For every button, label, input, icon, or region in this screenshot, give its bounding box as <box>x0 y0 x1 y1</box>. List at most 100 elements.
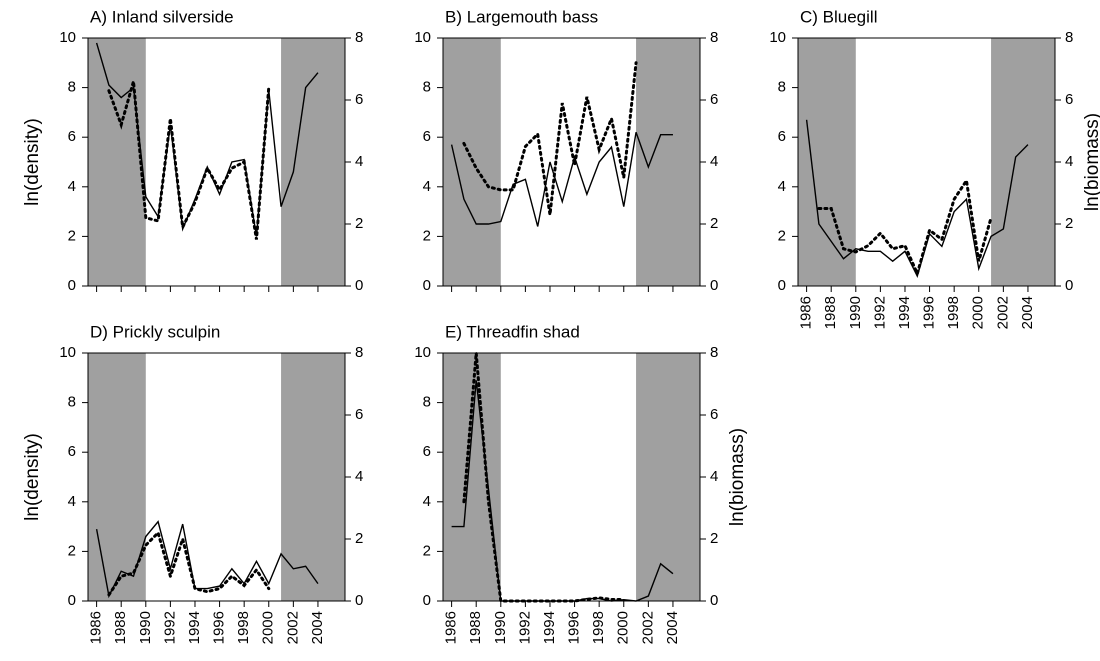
x-tick-label: 2000 <box>615 611 632 644</box>
y-tick-label: 10 <box>414 344 431 361</box>
y2-tick-label: 2 <box>1065 215 1073 232</box>
x-tick-label: 2004 <box>1019 296 1036 329</box>
shaded-period <box>636 38 700 286</box>
series-line <box>805 119 1029 278</box>
x-tick-label: 1994 <box>541 611 558 644</box>
y-tick-label: 4 <box>423 493 431 510</box>
x-tick-label: 1992 <box>161 611 178 644</box>
y2-tick-label: 0 <box>355 592 363 609</box>
series-line <box>107 529 271 597</box>
x-tick-label: 2002 <box>639 611 656 644</box>
x-tick-label: 2004 <box>664 611 681 644</box>
panel-title: C) Bluegill <box>800 7 877 26</box>
x-tick-label: 1986 <box>443 611 460 644</box>
y-tick-label: 0 <box>423 592 431 609</box>
x-tick-label: 1996 <box>921 296 938 329</box>
x-tick-label: 2004 <box>309 611 326 644</box>
shaded-period <box>443 353 501 601</box>
y2-tick-label: 8 <box>710 29 718 46</box>
x-tick-label: 1990 <box>137 611 154 644</box>
y2-tick-label: 0 <box>1065 277 1073 294</box>
panel-title: D) Prickly sculpin <box>90 322 220 341</box>
shaded-period <box>88 38 146 286</box>
y2-tick-label: 6 <box>710 91 718 108</box>
series-line <box>107 80 271 240</box>
x-tick-label: 1996 <box>566 611 583 644</box>
y-axis-label: ln(density) <box>22 433 43 521</box>
x-tick-label: 1998 <box>945 296 962 329</box>
shaded-period <box>991 38 1055 286</box>
shaded-period <box>636 353 700 601</box>
x-tick-label: 1988 <box>112 611 129 644</box>
y2-tick-label: 8 <box>355 29 363 46</box>
y-tick-label: 2 <box>68 542 76 559</box>
y-tick-label: 10 <box>769 29 786 46</box>
y-tick-label: 10 <box>414 29 431 46</box>
x-tick-label: 2000 <box>970 296 987 329</box>
y2-tick-label: 4 <box>355 468 363 485</box>
x-tick-label: 1988 <box>822 296 839 329</box>
y-tick-label: 0 <box>423 277 431 294</box>
x-tick-label: 1992 <box>871 296 888 329</box>
y2-axis-label: ln(biomass) <box>1082 113 1100 211</box>
y-tick-label: 10 <box>59 344 76 361</box>
shaded-period <box>281 353 345 601</box>
y-tick-label: 2 <box>423 542 431 559</box>
shaded-period <box>798 38 856 286</box>
x-tick-label: 1986 <box>88 611 105 644</box>
x-tick-label: 1992 <box>516 611 533 644</box>
y2-tick-label: 4 <box>355 153 363 170</box>
x-tick-label: 1986 <box>798 296 815 329</box>
panel-title: A) Inland silverside <box>90 7 234 26</box>
y-tick-label: 8 <box>423 394 431 411</box>
series-line <box>462 61 638 215</box>
y2-tick-label: 2 <box>355 530 363 547</box>
y-tick-label: 0 <box>68 277 76 294</box>
panel-title: B) Largemouth bass <box>445 7 598 26</box>
y-tick-label: 8 <box>778 79 786 96</box>
y-tick-label: 4 <box>68 493 76 510</box>
y-tick-label: 2 <box>68 227 76 244</box>
y2-tick-label: 4 <box>710 153 718 170</box>
y-tick-label: 2 <box>423 227 431 244</box>
series-line <box>462 352 626 603</box>
y2-tick-label: 0 <box>710 277 718 294</box>
y-tick-label: 0 <box>68 592 76 609</box>
y2-tick-label: 2 <box>710 530 718 547</box>
y-tick-label: 6 <box>68 128 76 145</box>
shaded-period <box>281 38 345 286</box>
x-tick-label: 2000 <box>260 611 277 644</box>
y2-tick-label: 4 <box>710 468 718 485</box>
panel-title: E) Threadfin shad <box>445 322 580 341</box>
y-tick-label: 6 <box>778 128 786 145</box>
y-tick-label: 6 <box>423 443 431 460</box>
y-tick-label: 8 <box>68 79 76 96</box>
x-tick-label: 1996 <box>211 611 228 644</box>
y-tick-label: 4 <box>68 178 76 195</box>
x-tick-label: 2002 <box>284 611 301 644</box>
y-tick-label: 6 <box>68 443 76 460</box>
x-tick-label: 1998 <box>590 611 607 644</box>
y2-axis-label: ln(biomass) <box>727 428 748 526</box>
y2-tick-label: 2 <box>710 215 718 232</box>
x-tick-label: 1988 <box>467 611 484 644</box>
y-tick-label: 8 <box>423 79 431 96</box>
series-line <box>450 132 673 227</box>
y-tick-label: 4 <box>778 178 786 195</box>
y2-tick-label: 6 <box>710 406 718 423</box>
x-tick-label: 1994 <box>896 296 913 329</box>
x-tick-label: 2002 <box>994 296 1011 329</box>
y2-tick-label: 4 <box>1065 153 1073 170</box>
y2-tick-label: 6 <box>355 91 363 108</box>
y-tick-label: 0 <box>778 277 786 294</box>
y-axis-label: ln(density) <box>22 118 43 206</box>
y2-tick-label: 8 <box>355 344 363 361</box>
y2-tick-label: 6 <box>355 406 363 423</box>
y-tick-label: 8 <box>68 394 76 411</box>
x-tick-label: 1990 <box>492 611 509 644</box>
series-line <box>95 42 319 237</box>
series-line <box>95 520 319 599</box>
x-tick-label: 1994 <box>186 611 203 644</box>
y-tick-label: 2 <box>778 227 786 244</box>
y2-tick-label: 0 <box>355 277 363 294</box>
